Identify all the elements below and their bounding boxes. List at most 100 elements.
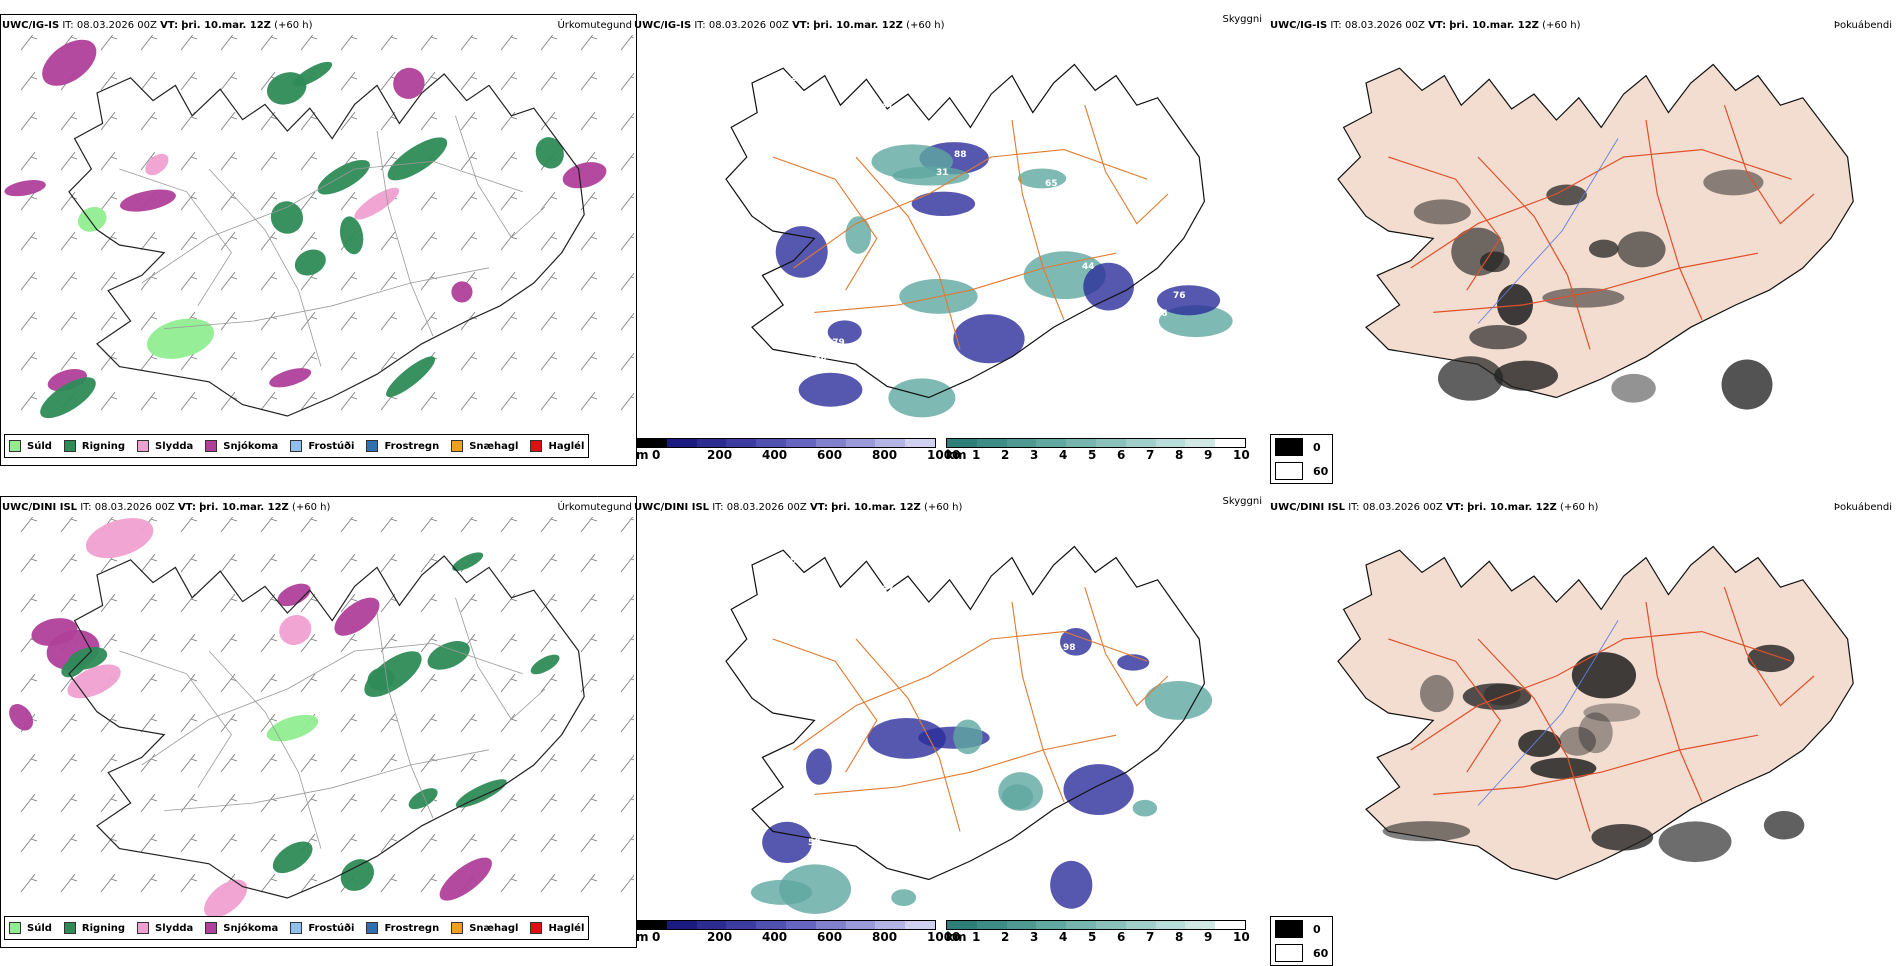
- precip-area: [354, 187, 400, 220]
- wind-barb: [260, 111, 278, 131]
- colorbar-step: [1066, 439, 1096, 447]
- legend-swatch: [530, 922, 543, 934]
- fog-area: [1419, 674, 1454, 713]
- fog-area: [1497, 284, 1533, 326]
- colorbar-tick: 400: [762, 930, 788, 944]
- precip-area: [364, 651, 422, 697]
- legend-swatch: [205, 440, 218, 452]
- wind-barb: [100, 833, 118, 853]
- wind-barb: [460, 191, 478, 211]
- wind-barb: [300, 191, 318, 211]
- wind-barb: [140, 713, 158, 733]
- wind-barb: [220, 517, 238, 533]
- wind-barb: [420, 391, 438, 411]
- legend-label: Súld: [27, 922, 52, 934]
- wind-barb: [220, 151, 238, 171]
- wind-barb: [580, 873, 598, 893]
- precip-area: [272, 841, 313, 874]
- cloud-base-area: [953, 719, 983, 755]
- init-time: 08.03.2026 00Z: [708, 20, 789, 31]
- wind-barb: [540, 231, 558, 251]
- wind-barb: [300, 231, 318, 251]
- fog-area: [1483, 683, 1521, 706]
- colorbar-tick: 2: [1001, 930, 1010, 944]
- wind-barb: [300, 593, 318, 613]
- colorbar-tick: 5: [1088, 930, 1097, 944]
- wind-barb: [540, 633, 558, 653]
- colorbar-step: [1006, 439, 1037, 447]
- wind-barb: [100, 391, 118, 411]
- road-line: [455, 115, 546, 239]
- it-label: IT:: [1348, 502, 1360, 513]
- lead-time: (+60 h): [1542, 20, 1581, 31]
- legend-item: Súld: [9, 440, 52, 452]
- colorbar-step: [785, 921, 816, 929]
- it-label: IT:: [80, 502, 92, 513]
- lead-time: (+60 h): [1559, 502, 1599, 513]
- wind-barb: [220, 553, 238, 573]
- colorbar-step: [696, 439, 727, 447]
- colorbar-step: [875, 921, 906, 929]
- fog-area: [1413, 199, 1471, 225]
- wind-barb: [180, 351, 198, 371]
- cloud-base-label: 216: [881, 103, 900, 113]
- wind-barb: [100, 191, 118, 211]
- precip-type-legend: Súld Rigning Slydda Snjókoma Frostúði Frostre…: [4, 916, 590, 940]
- wind-barb: [580, 553, 598, 573]
- cloud-base-label: 141: [1027, 197, 1046, 207]
- wind-barb: [220, 231, 238, 251]
- wind-barb: [340, 35, 358, 51]
- lead-time: (+60 h): [291, 502, 331, 513]
- colorbar-ticks: m 0 200 400 600 800 1000: [636, 448, 960, 462]
- wind-barb: [500, 271, 518, 291]
- iceland-coastline: [725, 545, 1206, 881]
- wind-barb: [260, 391, 278, 411]
- colorbar-unit: km: [946, 448, 967, 462]
- wind-barb: [180, 231, 198, 251]
- wind-barb: [60, 713, 78, 733]
- wind-barb: [420, 753, 438, 773]
- wind-barb: [500, 553, 518, 573]
- wind-barb: [60, 111, 78, 131]
- colorbar-ticks: km 1 2 3 4 5 6 7 8 9 10: [946, 448, 1250, 462]
- wind-barb: [20, 753, 38, 773]
- wind-barb: [620, 232, 634, 251]
- colorbar-step: [1215, 921, 1245, 929]
- wind-barb: [580, 111, 598, 131]
- wind-barb: [260, 517, 278, 533]
- cloud-base-label: 296: [936, 650, 955, 660]
- wind-barb: [100, 35, 118, 51]
- road-line: [1011, 601, 1065, 803]
- wind-barb: [580, 793, 598, 813]
- cloud-base-label: 53: [990, 596, 1003, 606]
- vt-label: VT:: [160, 20, 179, 31]
- colorbar-tick: 400: [762, 448, 788, 462]
- wind-barb: [260, 753, 278, 773]
- cloud-base-label: 54: [917, 849, 930, 859]
- wind-barb: [620, 674, 634, 693]
- legend-swatch: [451, 922, 464, 934]
- fog-area: [1747, 644, 1795, 673]
- wind-barb: [60, 271, 78, 291]
- precip-area: [386, 356, 436, 398]
- road-line: [772, 638, 878, 773]
- wind-barb: [500, 191, 518, 211]
- wind-barb: [140, 391, 158, 411]
- fog-area: [1518, 729, 1562, 757]
- cloud-base-area: [891, 889, 917, 907]
- colorbar-tick: 5: [1088, 448, 1097, 462]
- panel-title: Skyggni: [1222, 14, 1262, 25]
- road-line: [1084, 587, 1169, 707]
- road-line: [1645, 119, 1703, 321]
- road-line: [793, 631, 1148, 751]
- road-line: [141, 642, 523, 766]
- legend-label: Frostregn: [384, 440, 440, 452]
- legend-item: Haglél: [530, 922, 584, 934]
- wind-barb: [260, 231, 278, 251]
- precip-area: [340, 216, 364, 255]
- wind-barb: [380, 553, 398, 573]
- panel-title: Þokuábendi: [1833, 502, 1892, 513]
- wind-barb: [220, 753, 238, 773]
- cloud-base-label: 47: [1191, 755, 1204, 765]
- colorbar-step: [1155, 439, 1186, 447]
